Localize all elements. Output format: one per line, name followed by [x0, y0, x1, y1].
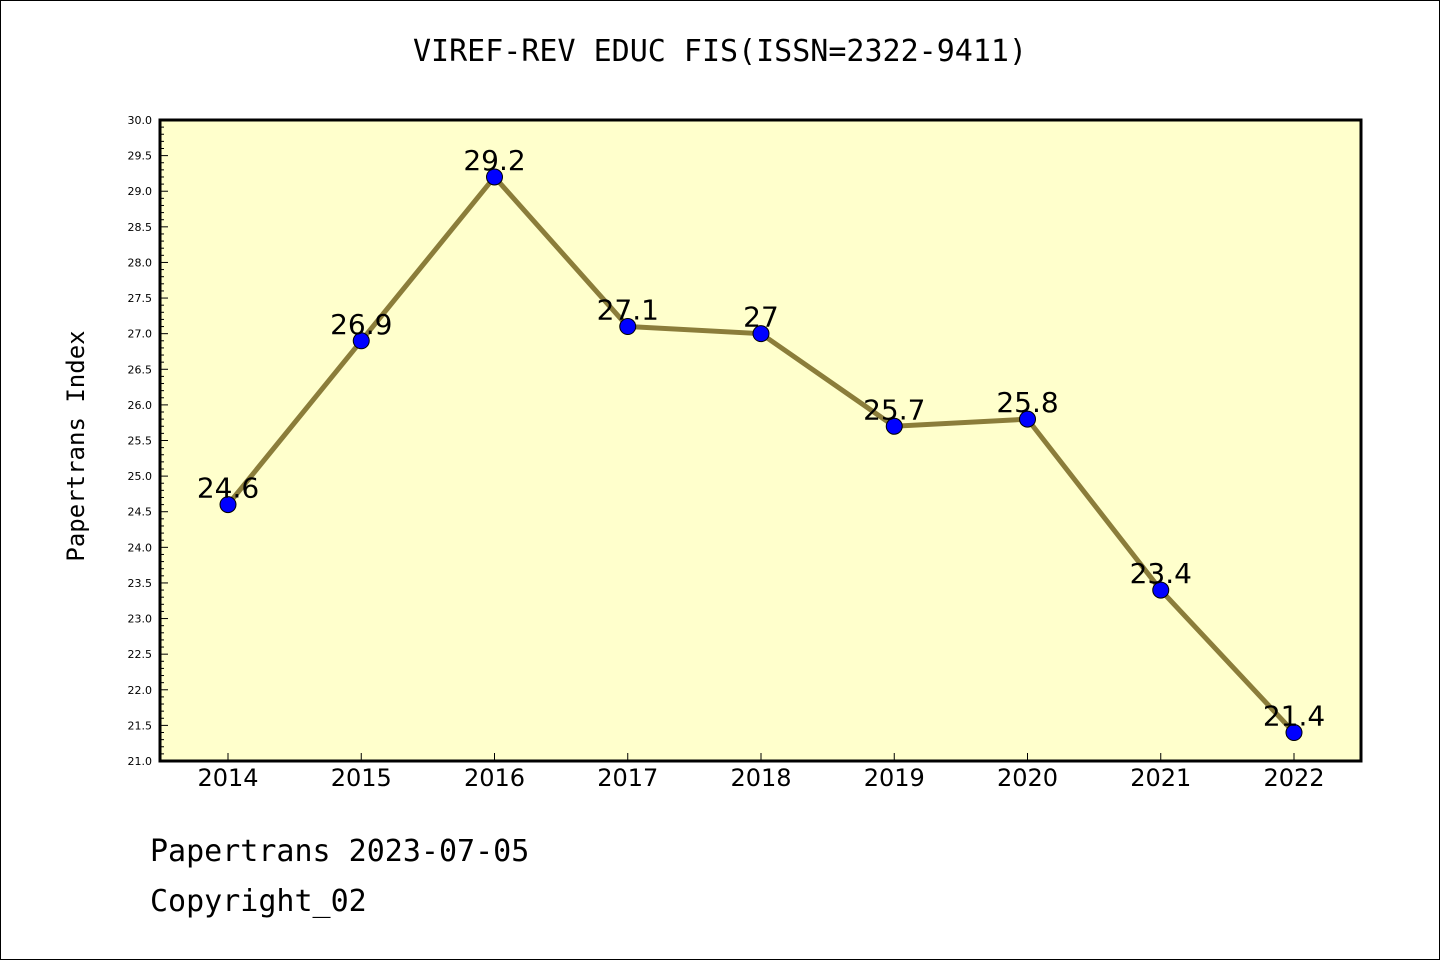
y-tick-label: 29.5 [128, 150, 153, 163]
y-tick-label: 26.0 [128, 399, 153, 412]
data-point [1152, 581, 1170, 599]
footer-copyright: Copyright_02 [150, 884, 367, 919]
y-tick-label: 24.0 [128, 541, 153, 554]
x-tick-label: 2022 [1263, 764, 1324, 792]
y-tick-label: 27.0 [128, 328, 153, 341]
data-label: 21.4 [1263, 700, 1325, 733]
y-tick-label: 25.5 [128, 435, 153, 448]
data-point [619, 318, 637, 336]
y-tick-label: 22.0 [128, 684, 153, 697]
data-label: 29.2 [463, 144, 525, 177]
data-point [486, 168, 503, 186]
data-label: 25.7 [863, 393, 925, 426]
data-point [352, 332, 370, 350]
plot-area [160, 120, 1361, 761]
y-tick-label: 23.5 [128, 577, 153, 590]
data-point [1285, 724, 1303, 742]
data-point [885, 417, 903, 435]
y-tick-label: 23.0 [128, 613, 153, 626]
y-tick-label: 25.0 [128, 470, 153, 483]
data-label: 27.1 [597, 294, 659, 327]
data-label: 23.4 [1130, 557, 1192, 590]
data-point [1019, 410, 1036, 428]
y-tick-label: 30.0 [128, 114, 153, 127]
plot-border [158, 118, 1363, 763]
x-tick-label: 2019 [864, 764, 925, 792]
y-tick-label: 26.5 [128, 363, 153, 376]
y-tick-label: 27.5 [128, 292, 153, 305]
y-tick-label: 29.0 [128, 185, 153, 198]
y-tick-label: 28.0 [128, 256, 153, 269]
data-label: 27 [743, 301, 779, 334]
data-label: 25.8 [996, 386, 1058, 419]
y-tick-label: 24.5 [128, 506, 153, 519]
y-tick-label: 28.5 [128, 221, 153, 234]
x-tick-label: 2021 [1130, 764, 1191, 792]
footer-date: Papertrans 2023-07-05 [150, 834, 530, 869]
y-tick-label: 21.0 [128, 755, 153, 768]
x-tick-label: 2016 [464, 764, 525, 792]
chart-title: VIREF-REV EDUC FIS(ISSN=2322-9411) [412, 34, 1028, 69]
x-tick-label: 2014 [197, 764, 258, 792]
data-point [752, 325, 770, 343]
data-point [219, 496, 237, 514]
y-tick-label: 21.5 [128, 719, 153, 732]
x-tick-label: 2017 [597, 764, 658, 792]
data-label: 26.9 [330, 308, 392, 341]
y-tick-label: 22.5 [128, 648, 153, 661]
x-tick-label: 2015 [331, 764, 392, 792]
x-tick-label: 2020 [997, 764, 1058, 792]
x-tick-label: 2018 [730, 764, 791, 792]
data-label: 24.6 [197, 472, 259, 505]
